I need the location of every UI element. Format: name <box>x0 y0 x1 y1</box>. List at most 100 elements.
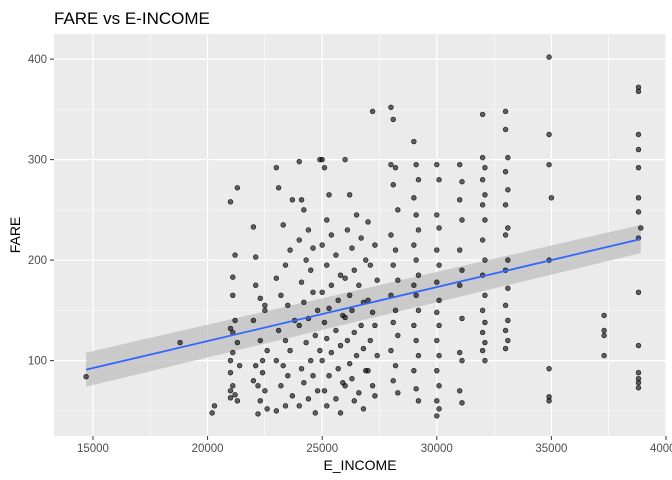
x-tick-label: 30000 <box>421 443 453 455</box>
data-point <box>317 347 323 354</box>
data-point <box>482 217 488 223</box>
data-point <box>356 282 362 288</box>
data-point <box>635 380 642 386</box>
data-points <box>83 54 644 419</box>
data-point <box>459 267 465 273</box>
data-point <box>328 349 335 356</box>
data-point <box>273 275 280 281</box>
data-point <box>303 339 309 346</box>
data-point <box>635 209 642 215</box>
data-point <box>482 257 488 263</box>
data-point <box>635 369 642 376</box>
data-point <box>319 156 325 163</box>
data-point <box>234 398 241 404</box>
data-point <box>635 342 642 349</box>
data-point <box>502 108 509 115</box>
data-point <box>287 247 293 253</box>
data-point <box>365 219 371 225</box>
y-axis-ticks: 100 200 300 400 <box>28 54 54 368</box>
data-point <box>232 252 238 258</box>
data-point <box>434 279 440 285</box>
data-point <box>457 388 463 394</box>
data-point <box>282 337 289 344</box>
data-point <box>356 390 362 396</box>
data-point <box>83 374 89 380</box>
data-point <box>502 126 509 133</box>
x-axis-label: E_INCOME <box>323 457 396 473</box>
data-point <box>502 327 509 334</box>
data-point <box>310 373 316 379</box>
data-point <box>374 277 380 283</box>
data-point <box>392 247 399 253</box>
data-point <box>415 398 422 404</box>
data-point <box>392 362 399 369</box>
data-point <box>301 380 307 386</box>
data-point <box>326 373 332 379</box>
data-point <box>227 199 234 205</box>
data-point <box>436 297 442 304</box>
data-point <box>273 164 280 171</box>
data-point <box>365 367 371 374</box>
data-point <box>413 386 419 392</box>
data-point <box>502 302 509 309</box>
data-point <box>230 274 236 280</box>
data-point <box>209 410 215 416</box>
data-point <box>601 352 607 359</box>
data-point <box>434 161 440 168</box>
data-point <box>326 305 332 312</box>
data-point <box>505 154 511 161</box>
data-point <box>434 413 440 419</box>
data-point <box>301 299 307 306</box>
data-point <box>546 131 552 138</box>
confidence-band <box>86 224 641 387</box>
data-point <box>546 365 552 372</box>
data-point <box>360 345 367 352</box>
data-point <box>333 252 339 258</box>
data-point <box>289 393 296 399</box>
data-point <box>285 373 291 379</box>
data-point <box>275 185 282 191</box>
data-point <box>278 292 284 298</box>
data-point <box>505 317 511 324</box>
x-tick-label: 25000 <box>306 443 338 455</box>
data-point <box>351 267 357 273</box>
data-point <box>395 207 401 213</box>
data-point <box>372 393 378 399</box>
data-point <box>502 345 509 352</box>
data-point <box>346 292 353 298</box>
x-tick-label: 40000 <box>650 443 672 455</box>
data-point <box>346 360 353 367</box>
data-point <box>459 400 465 406</box>
x-tick-label: 15000 <box>77 443 109 455</box>
data-point <box>227 395 234 401</box>
data-point <box>505 187 511 193</box>
data-point <box>390 262 396 268</box>
data-point <box>459 315 465 322</box>
trend-line-layer <box>85 238 641 371</box>
data-point <box>342 383 348 389</box>
data-point <box>502 232 509 238</box>
data-point <box>236 362 243 369</box>
data-point <box>505 225 511 231</box>
data-point <box>349 376 355 382</box>
data-point <box>457 161 463 168</box>
data-point <box>303 257 309 263</box>
data-point <box>546 161 552 168</box>
data-point <box>392 164 399 171</box>
data-point <box>230 383 236 389</box>
x-tick-label: 35000 <box>535 443 567 455</box>
y-tick-label: 100 <box>28 356 47 368</box>
data-point <box>278 383 284 389</box>
data-point <box>546 398 552 404</box>
data-point <box>335 297 341 304</box>
data-point <box>457 282 463 288</box>
data-point <box>395 332 401 339</box>
data-point <box>282 403 289 409</box>
data-point <box>287 347 293 354</box>
data-point <box>479 307 486 314</box>
data-point <box>482 292 488 298</box>
data-point <box>479 154 486 161</box>
data-point <box>436 262 442 268</box>
data-point <box>321 164 328 171</box>
